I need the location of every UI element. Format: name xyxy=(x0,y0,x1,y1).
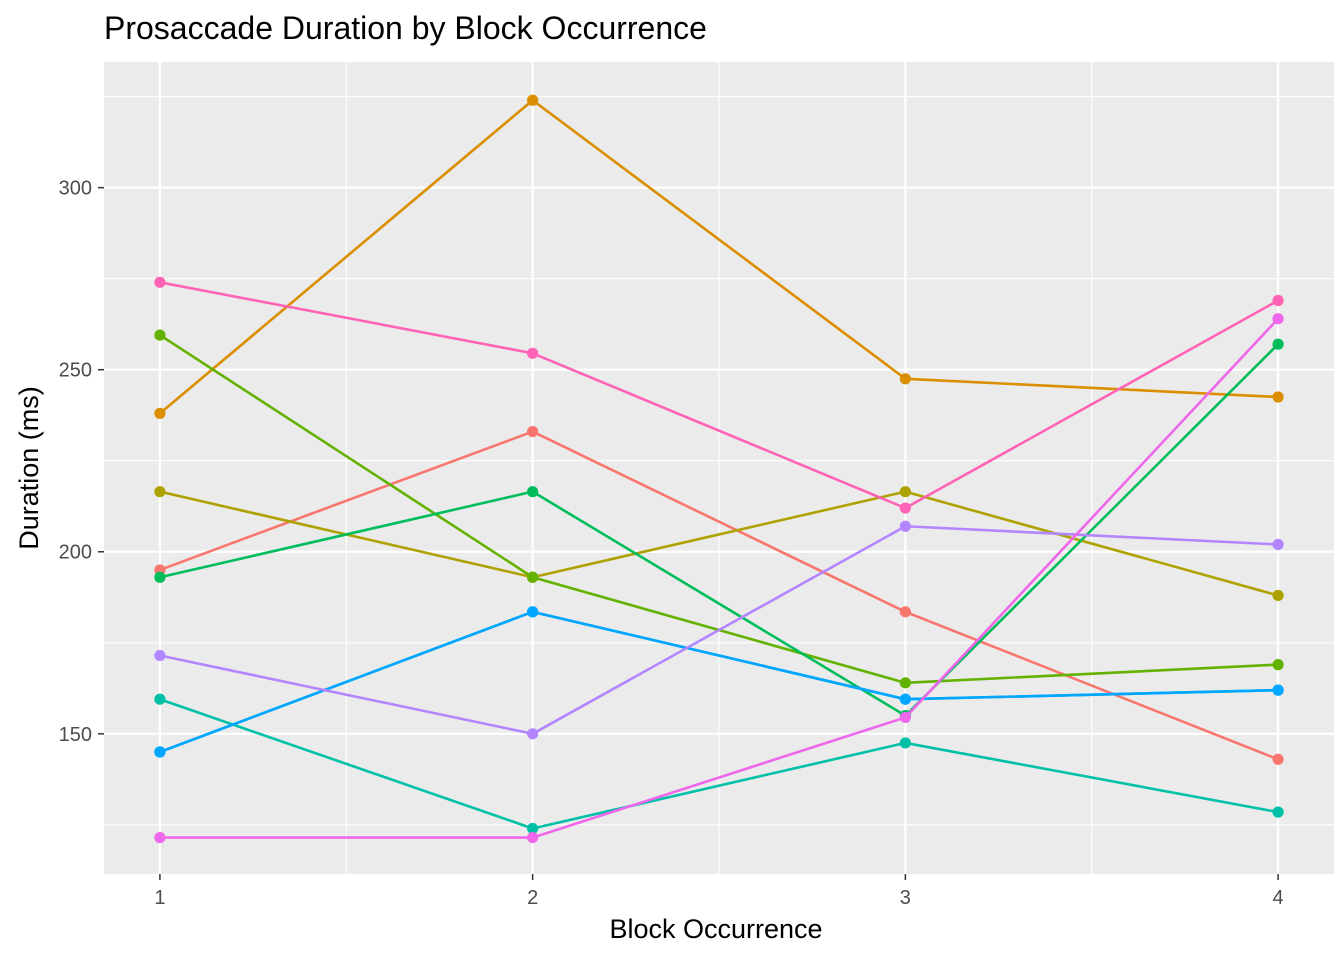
series-2-point-2 xyxy=(527,94,539,106)
series-5-line xyxy=(159,343,1280,717)
series-10-point-1 xyxy=(154,831,166,844)
series-2-point-4 xyxy=(1272,391,1284,403)
series-4-point-2 xyxy=(527,571,539,583)
series-2-point-1 xyxy=(154,407,166,419)
series-11-point-1 xyxy=(154,276,166,288)
series-6-point-3 xyxy=(899,737,911,749)
series-4-point-3 xyxy=(899,677,911,689)
x-tick-label-0: 1 xyxy=(154,887,165,909)
grid-lines xyxy=(104,62,1334,874)
series-10 xyxy=(154,313,1284,844)
y-tick-label-0: 150 xyxy=(59,724,92,746)
series-6-point-4 xyxy=(1272,806,1284,818)
chart-title: Prosaccade Duration by Block Occurrence xyxy=(104,10,707,46)
series-2 xyxy=(154,94,1284,419)
series-11-point-3 xyxy=(899,502,911,514)
series-4-point-1 xyxy=(154,329,166,341)
series-9-point-1 xyxy=(154,649,166,662)
series-9-point-2 xyxy=(527,728,539,740)
series-5-point-1 xyxy=(154,571,166,583)
series-1-point-4 xyxy=(1272,753,1284,765)
series-5-point-2 xyxy=(527,486,539,498)
series-6-point-2 xyxy=(527,822,539,835)
series-8-line xyxy=(159,610,1279,754)
series-10-point-3 xyxy=(899,711,911,724)
series-1-line xyxy=(159,430,1279,761)
y-tick-label-1: 200 xyxy=(59,542,92,564)
series-5-point-4 xyxy=(1272,338,1284,350)
series-10-point-2 xyxy=(527,831,539,844)
series-11-line xyxy=(159,281,1279,510)
series-11 xyxy=(154,276,1284,514)
x-tick-label-2: 3 xyxy=(900,887,911,909)
y-axis: 150 200 250 300 xyxy=(59,178,104,746)
series-8-point-3 xyxy=(899,693,911,705)
series-8-point-4 xyxy=(1272,684,1284,696)
series-11-point-2 xyxy=(527,347,539,359)
series-10-point-4 xyxy=(1272,313,1284,325)
series-3-point-1 xyxy=(154,486,166,498)
x-tick-label-1: 2 xyxy=(527,887,538,909)
series-6-line xyxy=(159,697,1279,830)
series-4-point-4 xyxy=(1272,659,1284,671)
series-11-point-4 xyxy=(1272,294,1284,307)
series-1 xyxy=(154,425,1284,765)
series-9-point-3 xyxy=(899,520,911,532)
y-tick-label-2: 250 xyxy=(59,360,92,382)
series-8-point-2 xyxy=(527,606,539,618)
x-tick-label-3: 4 xyxy=(1273,887,1284,909)
y-tick-label-3: 300 xyxy=(59,178,92,200)
series-3-point-4 xyxy=(1272,589,1284,602)
series-layer xyxy=(154,94,1284,844)
series-1-point-2 xyxy=(527,425,539,438)
x-axis: 1 2 3 4 xyxy=(154,874,1284,909)
series-2-line xyxy=(159,98,1279,415)
series-9-line xyxy=(159,524,1279,736)
x-axis-title: Block Occurrence xyxy=(609,914,822,944)
y-axis-title: Duration (ms) xyxy=(14,386,44,550)
series-9-point-4 xyxy=(1272,538,1284,551)
series-3-point-3 xyxy=(899,486,911,498)
series-8-point-1 xyxy=(154,746,166,758)
series-6-point-1 xyxy=(154,693,166,705)
series-8 xyxy=(154,606,1284,758)
series-1-point-3 xyxy=(899,606,911,618)
series-10-line xyxy=(159,317,1280,839)
series-6 xyxy=(154,693,1284,835)
series-2-point-3 xyxy=(899,373,911,385)
series-9 xyxy=(154,520,1284,740)
